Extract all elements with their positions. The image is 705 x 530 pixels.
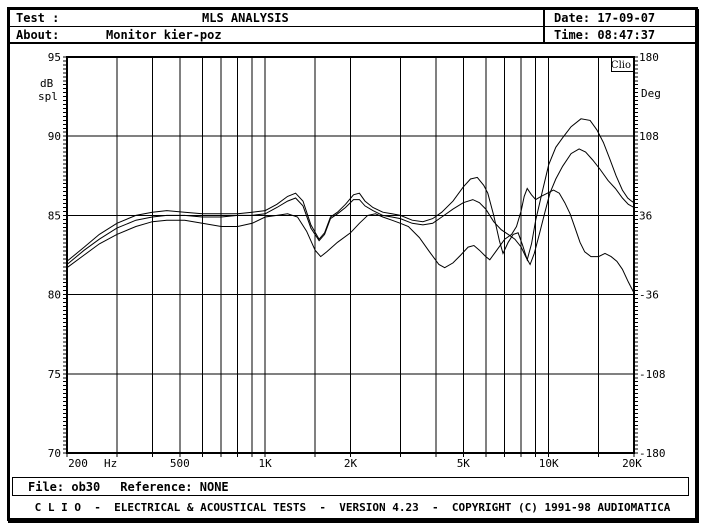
svg-text:-108: -108 <box>639 368 666 381</box>
svg-text:10K: 10K <box>539 457 559 470</box>
header: Test : MLS ANALYSIS Date: 17-09-07 About… <box>10 10 695 44</box>
svg-text:75: 75 <box>48 368 61 381</box>
svg-text:180: 180 <box>639 51 659 64</box>
svg-text:95: 95 <box>48 51 61 64</box>
date-label: Date: <box>554 11 591 25</box>
test-label: Test : <box>16 11 60 25</box>
time-cell: Time: 08:47:37 <box>543 27 695 43</box>
svg-text:200: 200 <box>68 457 88 470</box>
response-curve-3 <box>66 187 635 294</box>
svg-text:Hz: Hz <box>104 457 117 470</box>
svg-text:5K: 5K <box>457 457 471 470</box>
time-label: Time: <box>554 28 591 42</box>
about-label: About: <box>16 28 60 42</box>
clio-window <box>7 7 698 521</box>
svg-text:80: 80 <box>48 289 61 302</box>
about-value: Monitor kier-poz <box>106 28 222 42</box>
status-text: C L I O - ELECTRICAL & ACOUSTICAL TESTS … <box>34 501 671 514</box>
svg-text:36: 36 <box>639 209 652 222</box>
svg-text:Deg: Deg <box>641 87 661 100</box>
svg-text:1K: 1K <box>259 457 273 470</box>
file-value: ob30 <box>71 480 101 494</box>
svg-text:dB: dB <box>40 77 54 90</box>
response-curve-2 <box>66 148 635 266</box>
file-bar: File: ob30 Reference: NONE <box>12 477 689 496</box>
date-value: 17-09-07 <box>597 11 656 25</box>
svg-text:2K: 2K <box>344 457 358 470</box>
reference-label: Reference: <box>120 480 193 494</box>
svg-text:20K: 20K <box>622 457 642 470</box>
time-value: 08:47:37 <box>597 28 656 42</box>
reference-value: NONE <box>199 480 229 494</box>
svg-text:-180: -180 <box>639 447 666 460</box>
svg-text:500: 500 <box>170 457 190 470</box>
header-row-2: About: Monitor kier-poz Time: 08:47:37 <box>10 27 695 43</box>
file-label: File: <box>28 480 65 494</box>
svg-text:-36: -36 <box>639 289 659 302</box>
svg-text:spl: spl <box>38 90 58 103</box>
response-curve-1 <box>66 118 635 262</box>
page-title: MLS ANALYSIS <box>202 11 289 25</box>
svg-text:Clio: Clio <box>611 60 631 71</box>
date-cell: Date: 17-09-07 <box>543 10 695 26</box>
header-row-1: Test : MLS ANALYSIS Date: 17-09-07 <box>10 10 695 27</box>
svg-text:85: 85 <box>48 209 61 222</box>
svg-text:108: 108 <box>639 130 659 143</box>
status-bar: C L I O - ELECTRICAL & ACOUSTICAL TESTS … <box>10 499 695 517</box>
svg-text:70: 70 <box>48 447 61 460</box>
svg-text:90: 90 <box>48 130 61 143</box>
